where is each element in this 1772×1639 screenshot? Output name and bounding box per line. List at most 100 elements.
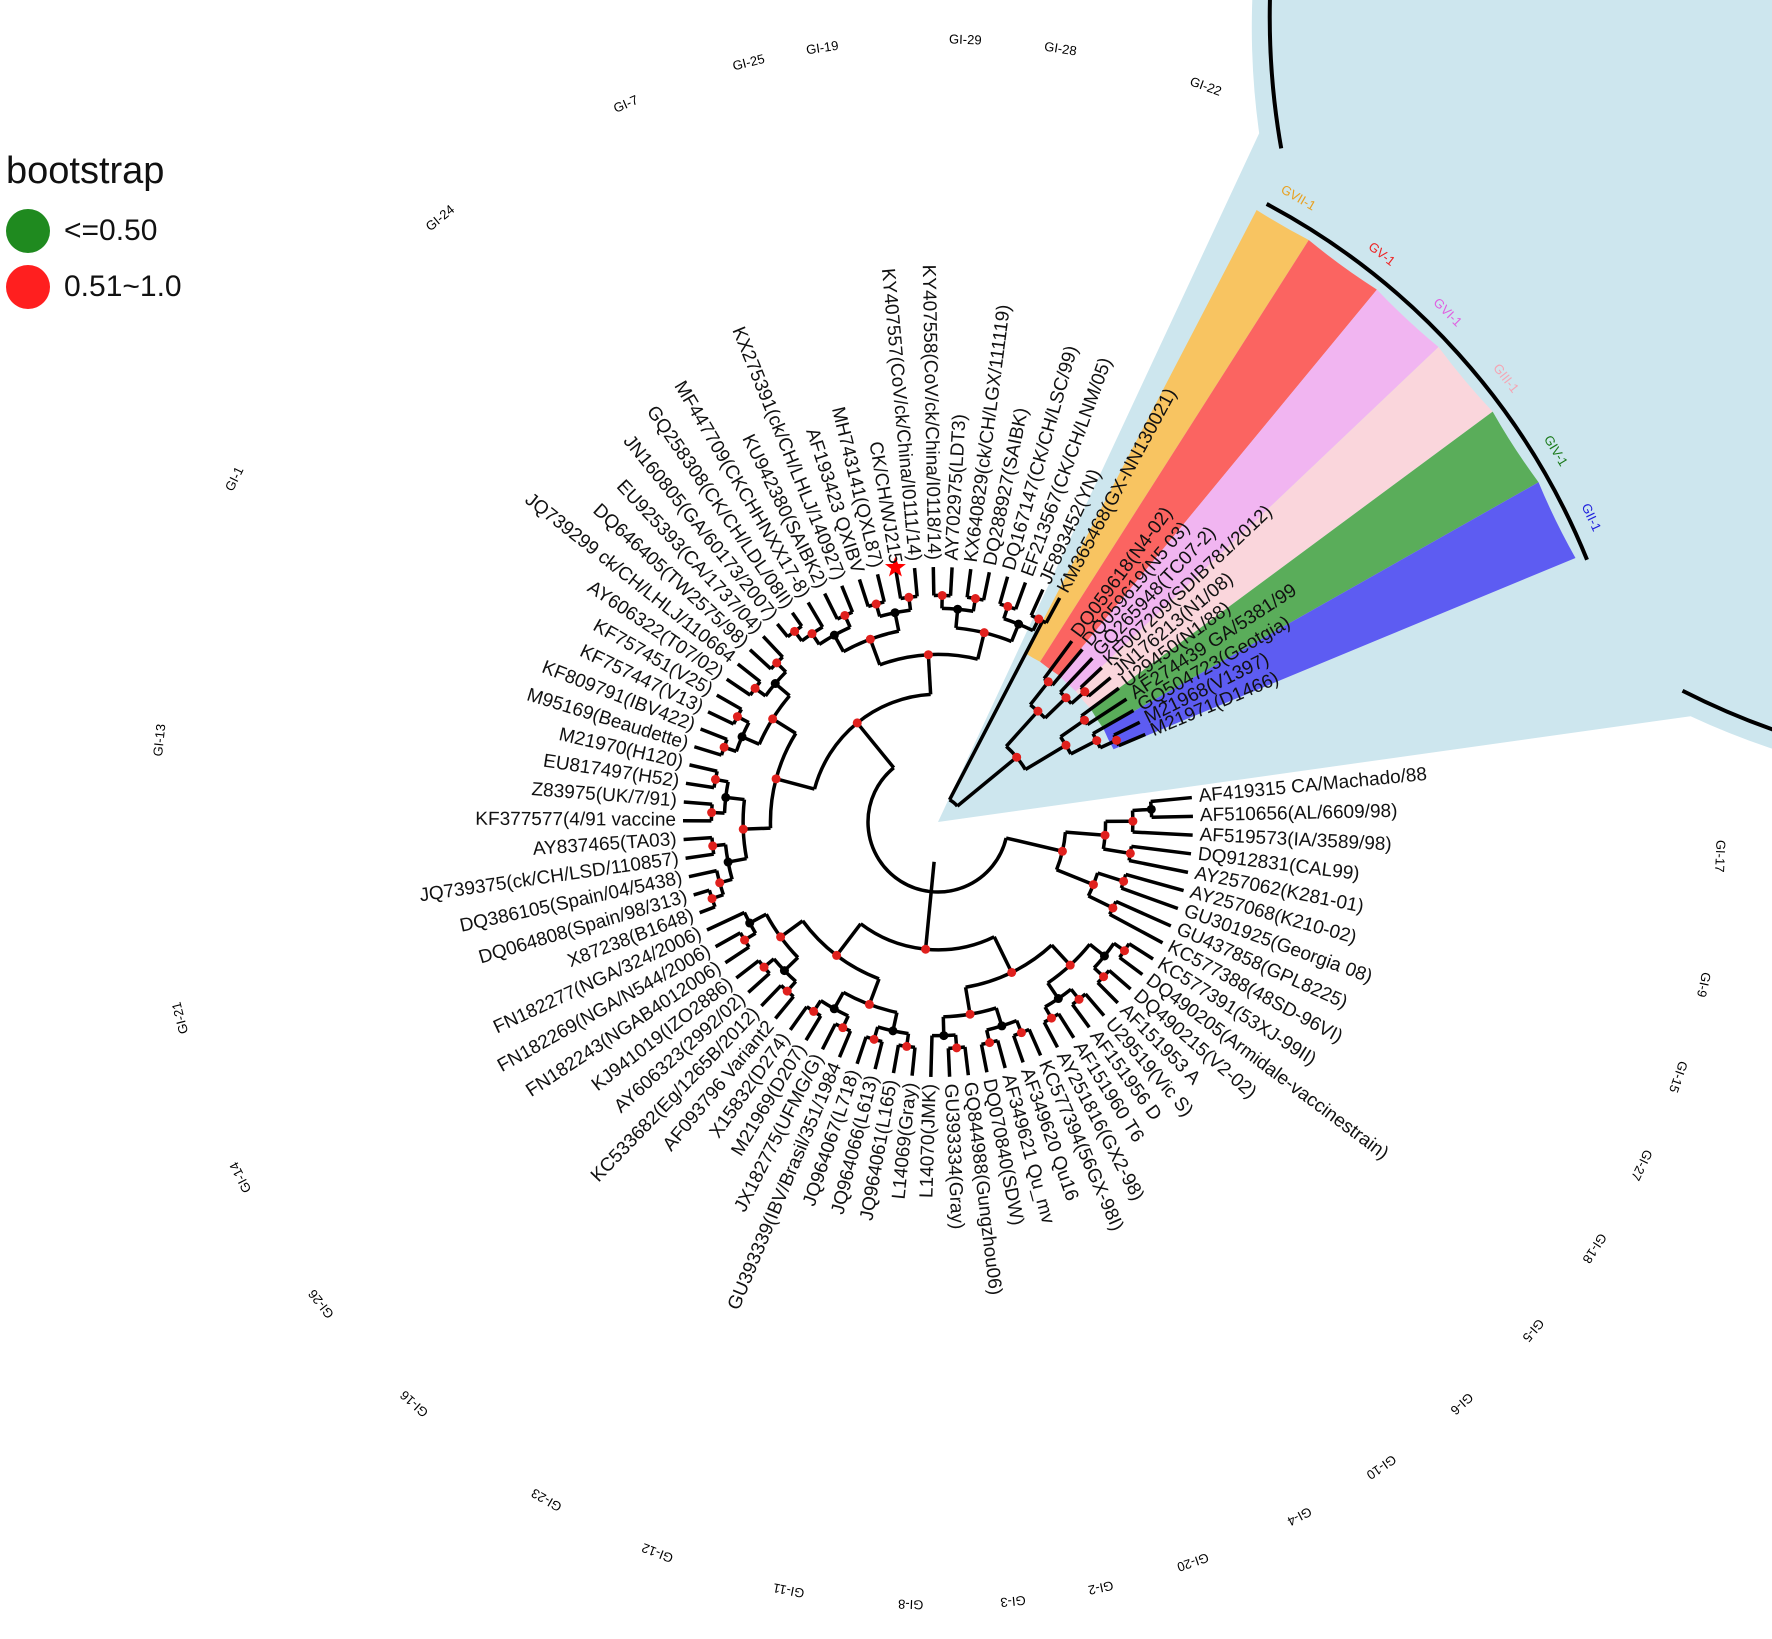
bootstrap-node xyxy=(1119,876,1129,886)
bootstrap-node xyxy=(904,592,914,602)
bootstrap-node xyxy=(840,610,850,620)
bootstrap-node xyxy=(809,1006,819,1016)
bootstrap-node xyxy=(970,594,980,604)
legend-label-low: <=0.50 xyxy=(64,214,158,247)
bootstrap-node xyxy=(965,1009,975,1019)
tip-branch xyxy=(1092,709,1135,736)
bootstrap-node xyxy=(952,1043,962,1053)
root-branch xyxy=(929,861,936,892)
tip-branch xyxy=(857,578,870,607)
bootstrap-node xyxy=(1034,614,1044,624)
genotype-label: GI-10 xyxy=(1364,1452,1399,1483)
internal-branch xyxy=(1087,894,1114,910)
tip-branch xyxy=(693,745,723,757)
tip-branch xyxy=(699,727,728,741)
internal-branch xyxy=(779,919,804,939)
internal-branch xyxy=(1070,739,1098,756)
tip-branch xyxy=(1027,1028,1043,1057)
tip-branch xyxy=(1086,697,1128,727)
bootstrap-node xyxy=(708,841,718,851)
star-marker-icon xyxy=(884,556,906,577)
bootstrap-node xyxy=(1014,619,1024,629)
bootstrap-node xyxy=(1007,967,1017,977)
tip-branch xyxy=(1080,686,1120,718)
genotype-label: GI-1 xyxy=(222,464,247,493)
bootstrap-node xyxy=(1100,830,1110,840)
genotype-label: GI-17 xyxy=(1712,840,1728,873)
genotype-label: GI-15 xyxy=(1666,1059,1691,1095)
internal-branch xyxy=(775,777,815,791)
bootstrap-node xyxy=(790,626,800,636)
tip-branch xyxy=(1128,942,1155,961)
tip-branch xyxy=(1118,732,1146,748)
bootstrap-node xyxy=(864,999,874,1009)
tip-branch xyxy=(685,781,715,790)
tip-branch xyxy=(823,592,839,620)
bootstrap-node xyxy=(721,792,731,802)
tip-branch xyxy=(748,648,773,671)
tip-branch xyxy=(806,601,825,628)
genotype-label: GI-7 xyxy=(611,92,640,116)
branch-arc xyxy=(948,798,959,808)
tip-branch xyxy=(1096,981,1120,1005)
bootstrap-node xyxy=(829,630,839,640)
genotype-label: GI-18 xyxy=(1580,1231,1610,1266)
bootstrap-node xyxy=(771,774,781,784)
tip-branch xyxy=(1113,720,1141,737)
bootstrap-node xyxy=(1046,1013,1056,1023)
internal-branch xyxy=(1043,696,1068,720)
tip-branch xyxy=(706,910,746,932)
bootstrap-node xyxy=(768,714,778,724)
internal-branch xyxy=(835,922,863,957)
bootstrap-node xyxy=(923,650,933,660)
bootstrap-node xyxy=(1128,816,1138,826)
genotype-label: GI-19 xyxy=(805,38,839,58)
bootstrap-node xyxy=(1099,951,1109,961)
wedge-giv-1 xyxy=(1090,411,1539,729)
bootstrap-node xyxy=(838,1023,848,1033)
legend-row-high: 0.51~1.0 xyxy=(6,259,182,315)
tip-branch xyxy=(1151,814,1193,819)
genotype-label: GI-4 xyxy=(1285,1504,1314,1529)
tip-branch xyxy=(820,1023,837,1051)
internal-branch xyxy=(1055,868,1095,887)
bootstrap-node xyxy=(1065,960,1075,970)
tip-branch xyxy=(1059,657,1094,694)
tip-branch xyxy=(1120,886,1179,911)
bootstrap-node xyxy=(776,932,786,942)
tip-branch xyxy=(715,693,743,711)
bootstrap-node xyxy=(740,935,750,945)
bootstrap-node xyxy=(1033,706,1043,716)
bootstrap-node xyxy=(852,718,862,728)
bootstrap-node xyxy=(807,629,817,639)
bootstrap-node xyxy=(1092,736,1102,746)
tip-branch xyxy=(948,567,954,596)
genotype-label: GI-25 xyxy=(731,51,766,73)
internal-branch xyxy=(867,978,881,1006)
bootstrap-node xyxy=(937,590,947,600)
bootstrap-node xyxy=(1108,903,1118,913)
tip-branch xyxy=(693,888,710,897)
bootstrap-node xyxy=(871,599,881,609)
tip-branch xyxy=(683,835,713,842)
tip-branch xyxy=(1150,795,1192,804)
wedge-gii-1 xyxy=(1103,482,1576,750)
tip-branch xyxy=(1011,1035,1025,1063)
tip-branch xyxy=(1014,581,1028,610)
genotype-label: GI-6 xyxy=(1448,1390,1477,1418)
genotype-label: GI-16 xyxy=(397,1387,431,1420)
tip-branch xyxy=(689,763,718,773)
internal-branch xyxy=(855,721,896,769)
internal-branch xyxy=(1103,847,1131,856)
internal-branch xyxy=(868,638,882,666)
internal-branch xyxy=(992,936,1014,974)
bootstrap-node xyxy=(921,944,931,954)
tip-branch xyxy=(1108,912,1164,945)
tip-branch xyxy=(790,611,804,628)
bootstrap-node xyxy=(719,742,729,752)
tip-branch xyxy=(685,852,714,860)
tip-branch xyxy=(981,571,992,601)
tip-branch xyxy=(1115,899,1172,928)
tip-branch xyxy=(998,576,1010,605)
tip-branch xyxy=(910,1047,917,1076)
